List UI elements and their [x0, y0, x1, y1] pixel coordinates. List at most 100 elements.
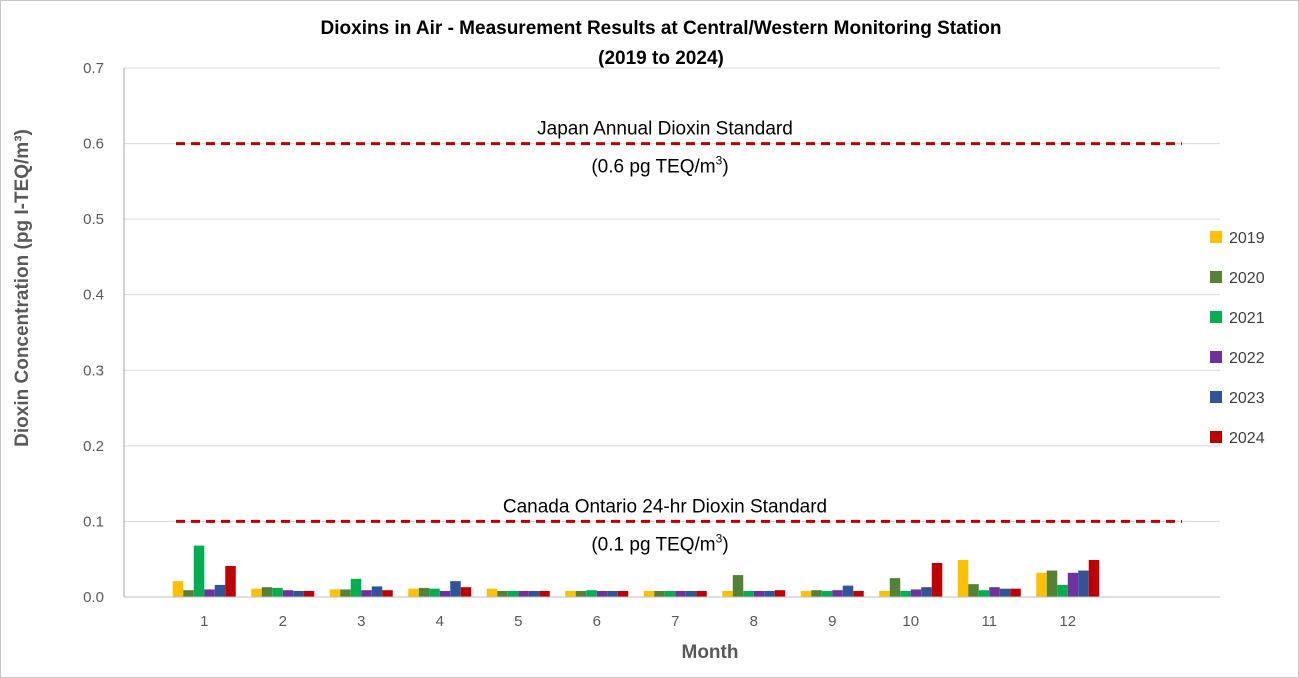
legend-swatch-2020 — [1210, 271, 1222, 283]
bar-2020-month-7 — [654, 590, 665, 597]
bar-2024-month-4 — [460, 587, 472, 597]
bar-2024-month-1 — [225, 566, 236, 597]
legend: 2019 2020 2021 2022 2023 2024 — [1210, 230, 1265, 447]
bar-2022-month-7 — [675, 590, 686, 597]
axes: 0.00.10.20.30.40.50.60.71 2 3 4 5 6 7 8 9 10 11 12 — [83, 60, 1220, 630]
bar-2020-month-6 — [575, 590, 587, 597]
y-tick-label: 0.3 — [83, 362, 104, 379]
bar-2019-month-4 — [408, 588, 419, 597]
bar-2020-month-4 — [418, 587, 430, 597]
bar-2020-month-12 — [1046, 570, 1058, 597]
legend-label-2021: 2021 — [1229, 310, 1265, 327]
bar-2020-month-8 — [732, 575, 744, 597]
x-tick-label: 11 — [981, 613, 997, 630]
bar-2020-month-10 — [889, 578, 901, 597]
bar-2020-month-11 — [968, 584, 979, 597]
legend-label-2020: 2020 — [1229, 270, 1265, 287]
bar-2020-month-2 — [261, 587, 273, 597]
legend-swatch-2022 — [1210, 351, 1222, 363]
bar-2019-month-12 — [1036, 572, 1047, 597]
bar-2024-month-7 — [696, 590, 707, 597]
x-tick-label: 6 — [593, 613, 601, 630]
bar-2019-month-10 — [879, 590, 890, 597]
bar-2019-month-6 — [565, 590, 576, 597]
y-tick-label: 0.7 — [83, 60, 104, 77]
legend-label-2023: 2023 — [1229, 390, 1265, 407]
bar-2022-month-12 — [1067, 572, 1079, 597]
chart-subtitle: (2019 to 2024) — [598, 48, 724, 69]
bar-2023-month-6 — [607, 590, 618, 597]
bar-2020-month-5 — [497, 590, 508, 597]
y-tick-label: 0.4 — [83, 287, 104, 304]
bar-2024-month-3 — [382, 590, 393, 597]
bar-2022-month-2 — [282, 590, 294, 597]
bar-2022-month-4 — [439, 590, 451, 597]
bar-2022-month-1 — [204, 589, 215, 597]
bar-2022-month-11 — [989, 587, 1000, 597]
y-tick-label: 0.0 — [83, 589, 104, 606]
bar-2023-month-4 — [450, 581, 461, 597]
bar-2021-month-3 — [350, 578, 362, 597]
bar-2021-month-4 — [429, 588, 440, 597]
bar-2024-month-2 — [303, 590, 315, 597]
reference-label: Japan Annual Dioxin Standard — [537, 119, 793, 140]
bar-2019-month-5 — [486, 588, 498, 597]
x-tick-label: 9 — [828, 613, 836, 630]
bar-2021-month-8 — [743, 590, 754, 597]
legend-swatch-2019 — [1210, 231, 1222, 243]
bar-2021-month-6 — [586, 590, 597, 597]
x-tick-label: 7 — [671, 613, 679, 630]
bar-2023-month-9 — [842, 585, 854, 597]
bar-2022-month-9 — [832, 590, 843, 597]
bar-2023-month-1 — [214, 584, 226, 597]
bar-2019-month-8 — [722, 590, 733, 597]
bar-2024-month-6 — [617, 590, 629, 597]
legend-label-2022: 2022 — [1229, 350, 1265, 367]
reference-sublabel: (0.1 pg TEQ/m3) — [591, 531, 728, 555]
x-tick-label: 10 — [902, 613, 919, 630]
bar-2022-month-8 — [753, 590, 765, 597]
legend-label-2024: 2024 — [1229, 430, 1265, 447]
bar-2024-month-10 — [931, 562, 943, 597]
reference-label: Canada Ontario 24-hr Dioxin Standard — [503, 496, 827, 517]
bar-2022-month-6 — [596, 590, 608, 597]
bar-2024-month-5 — [539, 590, 550, 597]
reference-sublabel: (0.6 pg TEQ/m3) — [591, 154, 728, 178]
chart-title: Dioxins in Air - Measurement Results at … — [321, 18, 1002, 39]
bar-2023-month-2 — [293, 590, 304, 597]
bar-2023-month-10 — [921, 587, 932, 597]
bar-2020-month-3 — [340, 589, 351, 597]
legend-swatch-2024 — [1210, 431, 1222, 443]
legend-swatch-2021 — [1210, 311, 1222, 323]
x-axis-title: Month — [682, 642, 739, 663]
bar-2023-month-3 — [371, 586, 383, 597]
y-tick-label: 0.2 — [83, 438, 104, 455]
x-tick-label: 4 — [436, 613, 444, 630]
bar-2021-month-12 — [1057, 584, 1068, 597]
reference-lines: Japan Annual Dioxin Standard (0.6 pg TEQ/… — [176, 119, 1182, 555]
y-tick-label: 0.1 — [83, 513, 104, 530]
bar-2023-month-8 — [764, 590, 775, 597]
bar-2022-month-3 — [361, 590, 372, 597]
x-tick-label: 3 — [357, 613, 365, 630]
bar-2024-month-11 — [1010, 588, 1021, 597]
y-tick-label: 0.6 — [83, 136, 104, 153]
bar-2021-month-1 — [193, 545, 205, 597]
bar-2021-month-11 — [978, 590, 990, 597]
bar-2021-month-10 — [900, 590, 911, 597]
x-tick-label: 2 — [279, 613, 287, 630]
x-tick-label: 12 — [1059, 613, 1076, 630]
bar-2023-month-5 — [528, 590, 540, 597]
y-axis-title: Dioxin Concentration (pg I-TEQ/m³) — [12, 129, 33, 447]
bar-2021-month-7 — [664, 590, 676, 597]
bar-2020-month-9 — [811, 590, 822, 597]
bar-2021-month-9 — [821, 590, 833, 597]
bar-2023-month-7 — [685, 590, 697, 597]
bar-2024-month-8 — [774, 590, 786, 597]
legend-label-2019: 2019 — [1229, 230, 1265, 247]
bar-2024-month-12 — [1088, 559, 1100, 597]
bar-2019-month-7 — [643, 590, 655, 597]
